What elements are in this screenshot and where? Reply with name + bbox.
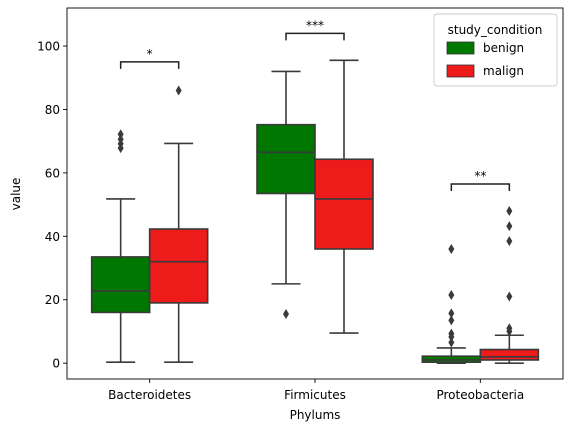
outlier-point	[448, 315, 455, 326]
x-tick-label: Bacteroidetes	[108, 388, 191, 402]
outlier-point	[506, 291, 513, 302]
significance-bracket	[119, 61, 180, 69]
outlier-point	[448, 308, 455, 319]
box-benign	[256, 123, 316, 195]
significance-label: ***	[306, 18, 324, 32]
outlier-point	[506, 221, 513, 232]
box-benign	[90, 256, 151, 314]
significance-bracket	[285, 32, 345, 41]
significance-bracket	[450, 183, 511, 191]
y-tick-label: 40	[45, 230, 60, 244]
outlier-point	[448, 337, 455, 348]
y-tick-label: 100	[37, 40, 60, 54]
x-axis-label: Phylums	[290, 408, 341, 422]
significance-label: *	[147, 47, 153, 61]
legend-label-malign: malign	[483, 64, 524, 78]
outlier-point	[448, 328, 455, 339]
y-tick-label: 60	[45, 166, 60, 180]
outlier-point	[448, 289, 455, 300]
outlier-point	[117, 134, 124, 145]
legend-title: study_condition	[448, 23, 543, 37]
outlier-point	[117, 129, 124, 140]
outlier-point	[448, 243, 455, 254]
legend: study_condition benign malign	[433, 13, 558, 87]
legend-swatch-malign	[446, 64, 475, 78]
outlier-point	[175, 85, 182, 96]
significance-label: **	[474, 169, 486, 183]
y-tick-label: 20	[45, 293, 60, 307]
x-tick-label: Firmicutes	[284, 388, 346, 402]
outlier-point	[283, 308, 289, 319]
y-tick-label: 80	[45, 103, 60, 117]
y-axis-label: value	[9, 178, 23, 211]
box-malign	[479, 348, 540, 361]
box-malign	[148, 228, 209, 304]
legend-swatch-benign	[446, 41, 475, 55]
outlier-point	[506, 205, 513, 216]
legend-label-benign: benign	[483, 41, 524, 55]
x-tick-label: Proteobacteria	[436, 388, 524, 402]
outlier-point	[506, 323, 513, 334]
y-tick-label: 0	[52, 357, 60, 371]
outlier-point	[506, 236, 513, 247]
plot-area-frame	[66, 7, 564, 380]
box-malign	[314, 158, 374, 250]
